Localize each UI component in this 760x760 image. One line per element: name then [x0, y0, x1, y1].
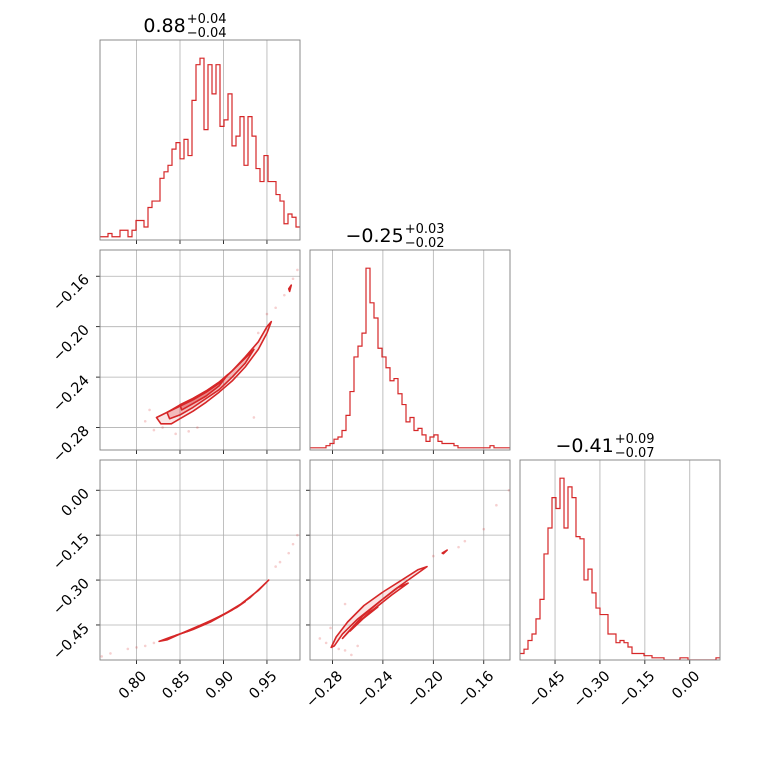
x-tick-label: −0.16	[455, 668, 498, 711]
sample-point	[495, 503, 498, 507]
sample-point	[287, 551, 290, 555]
sample-point	[143, 419, 147, 423]
panel-border	[309, 459, 511, 661]
sample-point	[300, 516, 303, 519]
sample-point	[126, 647, 130, 651]
title-plus-error: +0.03	[405, 222, 445, 237]
sample-point	[337, 647, 341, 651]
x-tick-label: −0.20	[404, 668, 447, 711]
density-contour	[349, 606, 379, 632]
x-tick-label: −0.24	[354, 668, 397, 711]
title-plus-error: +0.09	[615, 432, 655, 447]
x-tick-label: 0.00	[669, 668, 703, 702]
sample-point	[463, 539, 467, 543]
panel-title-3: −0.41 +0.09−0.07	[555, 432, 654, 461]
sample-point	[265, 312, 269, 316]
y-tick-label: −0.28	[50, 423, 93, 466]
y-tick-label: 0.00	[59, 486, 93, 520]
panel-border	[99, 249, 301, 451]
scatter-panel-2-3: −0.28 −0.24 −0.20 −0.16	[303, 459, 511, 711]
sample-point	[161, 426, 164, 429]
histogram-step-line	[100, 57, 300, 238]
y-tick-label: −0.45	[50, 620, 93, 663]
density-contour	[441, 549, 448, 555]
title-median: −0.25	[345, 225, 403, 247]
y-tick-label: −0.30	[50, 576, 93, 619]
sample-point	[152, 641, 156, 645]
x-tick-label: −0.30	[571, 668, 614, 711]
x-tick-label: 0.95	[246, 668, 280, 702]
x-tick-label: −0.28	[303, 668, 346, 711]
sample-point	[278, 560, 282, 564]
y-tick-label: −0.24	[50, 373, 93, 416]
sample-point	[187, 430, 190, 433]
sample-point	[152, 428, 156, 432]
title-minus-error: −0.07	[615, 446, 655, 461]
sample-point	[318, 637, 322, 640]
scatter-panel-1-2: −0.28 −0.24 −0.20 −0.16	[50, 249, 301, 466]
density-contour	[179, 373, 229, 411]
sample-point	[356, 644, 359, 648]
sample-point	[343, 602, 347, 606]
sample-point	[507, 488, 510, 492]
y-tick-label: −0.15	[50, 531, 93, 574]
sample-point	[135, 646, 138, 649]
sample-point	[256, 331, 260, 335]
panel-border	[309, 249, 511, 451]
sample-point	[482, 527, 486, 531]
x-tick-label: 0.90	[203, 668, 237, 702]
sample-point	[148, 408, 151, 412]
sample-point	[274, 306, 277, 310]
histogram-panel-2	[309, 249, 511, 454]
histogram-panel-1	[99, 39, 301, 244]
scatter-panel-1-3: 0.80 0.85 0.90 0.95 −0.45−0.30−0.15 0.00	[50, 459, 303, 702]
sample-point	[274, 565, 277, 568]
histogram-panel-3: −0.45 −0.30 −0.15 0.00	[519, 459, 721, 711]
sample-point	[296, 268, 299, 272]
x-tick-label: 0.80	[116, 668, 150, 702]
sample-point	[196, 426, 199, 429]
title-median: 0.88	[143, 15, 185, 37]
panel-border	[99, 39, 301, 241]
sample-point	[291, 277, 295, 281]
sample-point	[291, 542, 295, 546]
y-tick-label: −0.20	[50, 322, 93, 365]
sample-point	[283, 293, 286, 297]
sample-point	[324, 641, 328, 645]
sample-point	[457, 545, 460, 549]
sample-point	[174, 432, 177, 436]
title-median: −0.41	[555, 435, 613, 457]
panel-border	[519, 459, 721, 661]
title-minus-error: −0.04	[187, 26, 227, 41]
sample-point	[143, 644, 147, 648]
sample-point	[343, 649, 347, 652]
panel-title-2: −0.25 +0.03−0.02	[345, 222, 444, 251]
histogram-step-line	[520, 477, 720, 660]
panel-title-1: 0.88 +0.04−0.04	[143, 12, 226, 41]
y-tick-label: −0.16	[50, 272, 93, 315]
x-tick-label: 0.85	[159, 668, 193, 702]
x-tick-label: −0.45	[526, 668, 569, 711]
density-contour	[174, 600, 246, 637]
sample-point	[252, 416, 256, 419]
sample-point	[109, 652, 112, 655]
density-contour	[287, 284, 293, 293]
sample-point	[432, 554, 435, 558]
sample-point	[100, 655, 104, 658]
x-tick-label: −0.15	[616, 668, 659, 711]
panel-border	[99, 459, 301, 661]
histogram-step-line	[310, 267, 510, 449]
sample-point	[350, 653, 353, 657]
sample-point	[329, 626, 332, 630]
title-plus-error: +0.04	[187, 12, 227, 27]
sample-point	[296, 533, 299, 537]
title-minus-error: −0.02	[405, 236, 445, 251]
